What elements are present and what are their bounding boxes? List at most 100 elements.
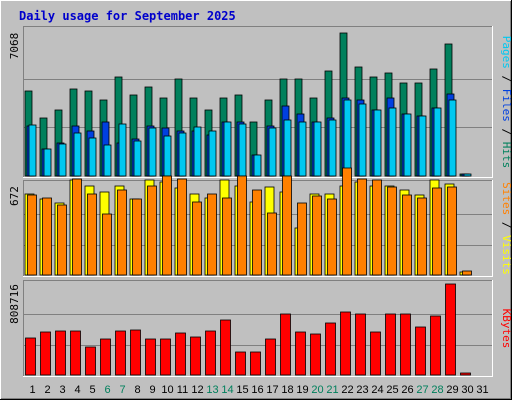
bar-sites-day-15 [237, 175, 247, 276]
bar-pages-day-10 [163, 135, 172, 177]
day-label-13: 13 [206, 384, 218, 396]
bar-sites-day-24 [372, 179, 382, 276]
bar-sites-day-12 [192, 201, 202, 276]
bar-sites-day-27 [417, 197, 427, 276]
bar-kbytes-day-4 [70, 330, 81, 376]
bar-pages-day-18 [283, 119, 292, 177]
bar-kbytes-day-9 [145, 338, 156, 376]
bar-sites-day-3 [57, 204, 67, 276]
bar-kbytes-day-20 [310, 333, 321, 376]
series-kbytes [25, 283, 471, 376]
bar-pages-day-16 [253, 154, 262, 177]
day-label-4: 4 [74, 384, 80, 396]
bar-sites-day-11 [177, 178, 187, 276]
bar-sites-day-10 [162, 175, 172, 276]
bar-kbytes-day-26 [400, 313, 411, 376]
bar-kbytes-day-18 [280, 313, 291, 376]
side-legend: Sites / Visits [500, 182, 512, 275]
bar-kbytes-day-12 [190, 336, 201, 376]
bar-pages-day-25 [388, 107, 397, 177]
day-label-17: 17 [266, 384, 278, 396]
bar-pages-day-4 [73, 132, 82, 177]
day-label-7: 7 [119, 384, 125, 396]
chart-title: Daily usage for September 2025 [19, 9, 236, 23]
bar-pages-day-2 [43, 148, 52, 177]
day-label-19: 19 [296, 384, 308, 396]
day-label-29: 29 [446, 384, 458, 396]
bar-pages-day-11 [178, 132, 187, 177]
bar-pages-day-27 [418, 115, 427, 177]
day-label-1: 1 [29, 384, 35, 396]
bar-pages-day-29 [448, 99, 457, 177]
bar-sites-day-4 [72, 178, 82, 276]
day-label-14: 14 [221, 384, 233, 396]
bar-sites-day-19 [297, 202, 307, 276]
bar-kbytes-day-27 [415, 326, 426, 376]
day-label-8: 8 [134, 384, 140, 396]
bar-kbytes-day-21 [325, 322, 336, 376]
panel-hits-files-pages: 7068 Pages / Files / Hits [8, 26, 512, 178]
day-label-6: 6 [104, 384, 110, 396]
side-legend-files: Files [500, 89, 512, 122]
day-label-18: 18 [281, 384, 293, 396]
bar-pages-day-22 [343, 99, 352, 177]
bar-sites-day-23 [357, 178, 367, 276]
bar-kbytes-day-11 [175, 332, 186, 376]
panels-layer: 7068 Pages / Files / Hits 672 Sites / Visit… [8, 26, 512, 377]
bar-kbytes-day-5 [85, 346, 96, 376]
day-label-12: 12 [191, 384, 203, 396]
day-label-26: 26 [401, 384, 413, 396]
bar-sites-day-5 [87, 193, 97, 276]
bar-pages-day-30 [463, 173, 472, 177]
bar-sites-day-29 [447, 186, 457, 276]
bar-kbytes-day-17 [265, 338, 276, 376]
bar-sites-day-18 [282, 175, 292, 276]
day-label-9: 9 [149, 384, 155, 396]
side-legend-visits: Visits [500, 235, 512, 275]
bar-pages-day-23 [358, 103, 367, 177]
y-max-label: 808716 [8, 284, 21, 324]
bar-pages-day-8 [133, 140, 142, 177]
series-sites [27, 167, 472, 276]
day-label-22: 22 [341, 384, 353, 396]
day-labels-layer: 1 2 3 4 5 6 7 8 9 10 11 12 13 14 15 16 17 18 19 20 21 22 23 24 2… [29, 384, 488, 396]
bar-kbytes-day-19 [295, 331, 306, 376]
side-legend-separator: / [500, 215, 512, 235]
day-label-10: 10 [161, 384, 173, 396]
bar-kbytes-day-7 [115, 330, 126, 376]
bar-sites-day-6 [102, 213, 112, 276]
day-label-5: 5 [89, 384, 95, 396]
bar-sites-day-17 [267, 212, 277, 276]
bar-pages-day-13 [208, 130, 217, 177]
bar-sites-day-16 [252, 189, 262, 276]
bar-sites-day-8 [132, 198, 142, 276]
bar-sites-day-30 [462, 270, 472, 276]
bar-kbytes-day-6 [100, 338, 111, 376]
bar-sites-day-21 [327, 198, 337, 276]
bar-sites-day-28 [432, 187, 442, 276]
day-label-31: 31 [476, 384, 488, 396]
bar-kbytes-day-3 [55, 330, 66, 376]
bar-pages-day-26 [403, 113, 412, 177]
side-legend-hits: Hits [500, 142, 512, 169]
side-legend-sites: Sites [500, 182, 512, 215]
bar-pages-day-5 [88, 137, 97, 177]
day-label-25: 25 [386, 384, 398, 396]
bar-pages-day-24 [373, 109, 382, 177]
bar-kbytes-day-24 [370, 331, 381, 376]
day-label-28: 28 [431, 384, 443, 396]
series-pages [28, 99, 472, 177]
panel-kbytes: 808716 KBytes [8, 280, 512, 377]
y-max-label: 672 [8, 186, 21, 206]
bar-pages-day-9 [148, 127, 157, 177]
bar-pages-day-21 [328, 119, 337, 177]
side-legend-pages: Pages [500, 36, 512, 69]
bar-kbytes-day-22 [340, 311, 351, 376]
bar-kbytes-day-13 [205, 330, 216, 376]
panel-sites-visits: 672 Sites / Visits [8, 167, 512, 277]
bar-sites-day-7 [117, 189, 127, 276]
bar-sites-day-9 [147, 185, 157, 276]
side-legend: KBytes [500, 309, 512, 349]
bar-sites-day-14 [222, 197, 232, 276]
